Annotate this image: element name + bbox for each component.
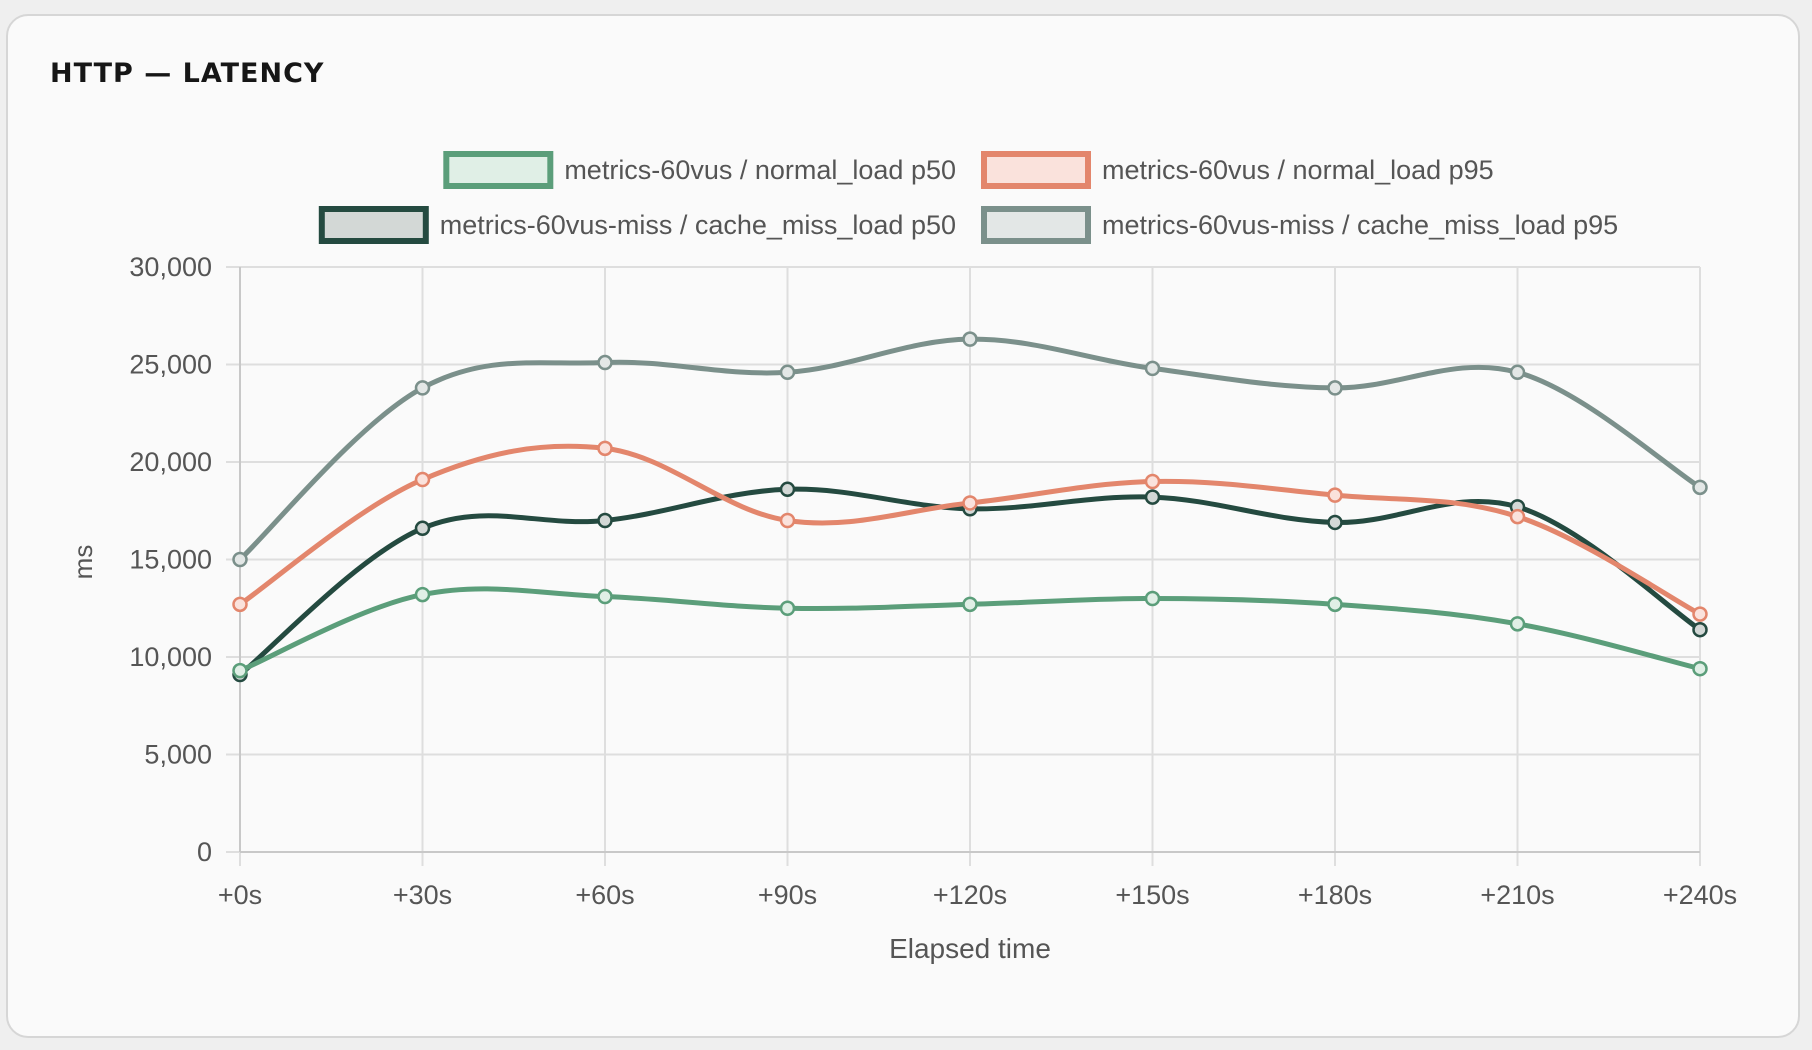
- x-axis-title: Elapsed time: [889, 933, 1051, 964]
- x-tick-label: +90s: [758, 880, 817, 910]
- data-point[interactable]: [962, 596, 978, 613]
- legend-swatch: [981, 206, 1091, 244]
- data-point[interactable]: [414, 520, 431, 537]
- data-point[interactable]: [1327, 487, 1343, 503]
- data-point[interactable]: [962, 331, 978, 347]
- data-point[interactable]: [1144, 489, 1161, 505]
- data-point[interactable]: [1509, 616, 1526, 632]
- data-point[interactable]: [597, 512, 613, 529]
- legend-item-2[interactable]: metrics-60vus-miss / cache_miss_load p50: [318, 206, 956, 244]
- data-point[interactable]: [1327, 380, 1343, 396]
- legend-label: metrics-60vus-miss / cache_miss_load p95: [1102, 210, 1618, 240]
- legend-label: metrics-60vus / normal_load p95: [1102, 155, 1494, 185]
- data-point[interactable]: [1327, 514, 1343, 531]
- data-point[interactable]: [232, 662, 248, 679]
- panel-title: HTTP — LATENCY: [50, 58, 325, 89]
- data-point[interactable]: [414, 471, 431, 488]
- data-point[interactable]: [232, 596, 248, 613]
- data-point[interactable]: [779, 364, 796, 381]
- data-point[interactable]: [779, 481, 796, 498]
- data-point[interactable]: [414, 586, 431, 603]
- x-tick-label: +150s: [1115, 880, 1189, 910]
- legend-swatch: [443, 151, 554, 189]
- x-tick-label: +120s: [933, 880, 1007, 910]
- x-tick-label: +240s: [1663, 880, 1737, 910]
- data-point[interactable]: [1692, 621, 1708, 638]
- y-tick-label: 0: [197, 837, 212, 867]
- legend-item-1[interactable]: metrics-60vus / normal_load p95: [981, 151, 1494, 189]
- data-point[interactable]: [779, 512, 796, 529]
- data-point[interactable]: [232, 551, 248, 568]
- data-point[interactable]: [1692, 660, 1708, 677]
- data-point[interactable]: [1144, 590, 1161, 607]
- data-point[interactable]: [597, 354, 613, 371]
- y-tick-label: 15,000: [129, 545, 212, 575]
- series-3: [232, 331, 1708, 568]
- legend-item-0[interactable]: metrics-60vus / normal_load p50: [443, 151, 956, 189]
- y-tick-label: 30,000: [129, 252, 212, 282]
- x-tick-label: +0s: [218, 880, 262, 910]
- data-point[interactable]: [1692, 479, 1708, 496]
- y-tick-label: 5,000: [144, 740, 212, 770]
- legend-swatch: [981, 151, 1091, 189]
- y-tick-label: 20,000: [129, 447, 212, 477]
- y-tick-label: 10,000: [129, 642, 212, 672]
- data-point[interactable]: [597, 440, 613, 457]
- x-tick-label: +60s: [575, 880, 634, 910]
- data-point[interactable]: [1692, 606, 1708, 622]
- data-point[interactable]: [597, 588, 613, 605]
- series-group: [232, 331, 1708, 683]
- data-point[interactable]: [1144, 473, 1161, 490]
- data-point[interactable]: [1144, 360, 1161, 377]
- axes: 0 5,000 10,000 15,000 20,000 25,000 30,000 +0s +…: [129, 252, 1737, 910]
- legend-label: metrics-60vus-miss / cache_miss_load p50: [440, 210, 956, 240]
- legend-item-3[interactable]: metrics-60vus-miss / cache_miss_load p95: [981, 206, 1618, 244]
- legend-swatch: [318, 206, 429, 244]
- data-point[interactable]: [414, 380, 431, 396]
- x-tick-label: +30s: [393, 880, 452, 910]
- data-point[interactable]: [962, 495, 978, 511]
- x-tick-label: +210s: [1480, 880, 1554, 910]
- data-point[interactable]: [1509, 508, 1526, 525]
- series-0: [232, 586, 1708, 679]
- chart-card: [6, 14, 1800, 1038]
- data-point[interactable]: [779, 600, 796, 616]
- legend[interactable]: metrics-60vus / normal_load p50 metrics-6…: [318, 151, 1618, 244]
- legend-label: metrics-60vus / normal_load p50: [564, 155, 956, 185]
- x-tick-label: +180s: [1298, 880, 1372, 910]
- y-axis-title: ms: [68, 545, 98, 580]
- y-tick-label: 25,000: [129, 350, 212, 380]
- grid: [226, 266, 1701, 866]
- series-1: [232, 440, 1708, 622]
- data-point[interactable]: [1327, 596, 1343, 613]
- data-point[interactable]: [1509, 364, 1526, 381]
